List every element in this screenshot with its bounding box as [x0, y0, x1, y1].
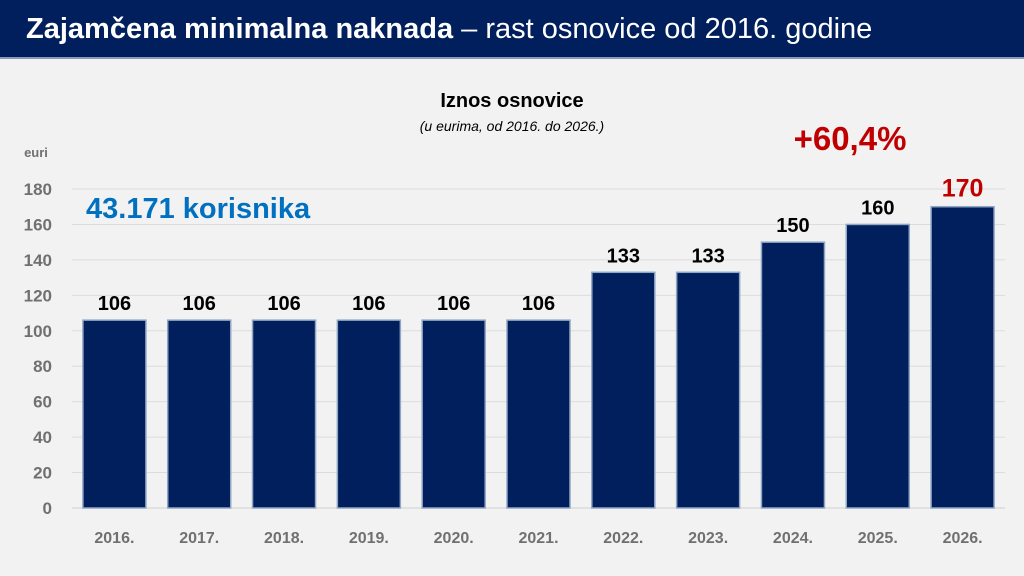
y-tick-label: 140 [24, 251, 52, 270]
data-label: 106 [98, 293, 131, 315]
bar [82, 319, 147, 509]
data-label: 106 [522, 293, 555, 315]
bar [930, 205, 995, 509]
data-label: 133 [691, 245, 724, 267]
x-tick-label: 2025. [858, 530, 898, 547]
bar [675, 271, 741, 509]
y-tick-label: 100 [24, 322, 52, 341]
data-label: 170 [942, 175, 984, 203]
x-tick-label: 2024. [773, 530, 813, 547]
y-tick-label: 180 [24, 180, 52, 199]
y-tick-label: 20 [33, 464, 52, 483]
y-tick-label: 0 [43, 499, 52, 518]
data-label: 106 [267, 293, 300, 315]
slide-header: Zajamčena minimalna naknada – rast osnov… [0, 0, 1024, 59]
data-label: 106 [183, 293, 216, 315]
x-tick-label: 2019. [349, 530, 389, 547]
x-tick-label: 2017. [179, 530, 219, 547]
x-tick-label: 2018. [264, 530, 304, 547]
x-tick-label: 2022. [603, 530, 643, 547]
bar [506, 319, 571, 509]
chart-title: Iznos osnovice [440, 90, 583, 112]
bar [251, 319, 317, 509]
x-tick-label: 2021. [518, 530, 558, 547]
y-tick-label: 80 [33, 357, 52, 376]
y-tick-label: 120 [24, 286, 52, 305]
y-tick-label: 160 [24, 215, 52, 234]
x-tick-label: 2016. [94, 530, 134, 547]
data-label: 150 [776, 215, 809, 237]
y-axis-label: euri [24, 145, 48, 160]
header-title-rest: – rast osnovice od 2016. godine [453, 13, 873, 45]
y-tick-label: 60 [33, 393, 52, 412]
x-tick-label: 2026. [943, 530, 983, 547]
data-label: 106 [352, 293, 385, 315]
bar [845, 223, 911, 509]
data-label: 160 [861, 197, 894, 219]
data-label: 133 [607, 245, 640, 267]
header-title-bold: Zajamčena minimalna naknada [26, 13, 454, 45]
bar [166, 319, 232, 509]
chart-subtitle: (u eurima, od 2016. do 2026.) [420, 118, 604, 134]
bar [591, 271, 656, 509]
x-tick-label: 2020. [434, 530, 474, 547]
data-label: 106 [437, 293, 470, 315]
x-tick-label: 2023. [688, 530, 728, 547]
bar [336, 319, 402, 509]
users-count-annotation: 43.171 korisnika [86, 193, 311, 225]
growth-annotation: +60,4% [794, 120, 907, 157]
y-tick-label: 40 [33, 428, 52, 447]
bar [421, 319, 486, 509]
bar [760, 241, 826, 509]
